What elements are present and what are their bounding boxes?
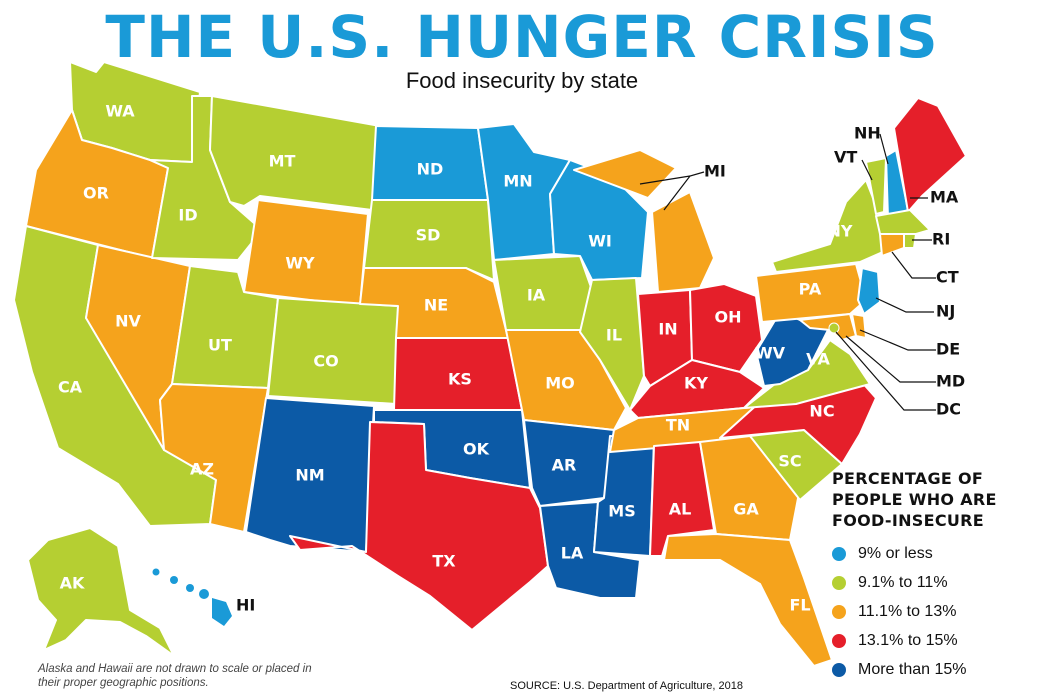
state-ma[interactable] [875, 209, 931, 235]
state-pa[interactable] [755, 263, 867, 323]
legend-item: More than 15% [832, 655, 1042, 684]
state-hi[interactable] [152, 568, 233, 627]
state-label-nh: NH [854, 124, 881, 143]
legend-item: 9.1% to 11% [832, 568, 1042, 597]
state-label-ga: GA [733, 500, 759, 519]
state-label-al: AL [669, 500, 692, 519]
state-label-vt: VT [834, 148, 857, 167]
state-label-nd: ND [417, 160, 444, 179]
state-label-nv: NV [115, 312, 141, 331]
state-label-co: CO [313, 352, 338, 371]
legend: PERCENTAGE OF PEOPLE WHO ARE FOOD-INSECU… [832, 468, 1042, 684]
state-label-ne: NE [424, 296, 448, 315]
state-vt[interactable] [865, 157, 887, 215]
legend-label: 9% or less [858, 544, 933, 562]
state-label-wy: WY [285, 254, 315, 273]
state-label-nc: NC [809, 402, 834, 421]
state-label-oh: OH [715, 308, 742, 327]
state-label-ny: NY [828, 222, 853, 241]
state-label-tn: TN [666, 416, 690, 435]
state-ri[interactable] [903, 233, 917, 249]
state-label-pa: PA [799, 280, 822, 299]
legend-swatch [832, 575, 846, 590]
state-label-ri: RI [932, 230, 950, 249]
state-label-hi: HI [236, 596, 255, 615]
state-md[interactable] [799, 313, 857, 341]
legend-title: PERCENTAGE OF PEOPLE WHO ARE FOOD-INSECU… [832, 468, 1042, 531]
state-label-or: OR [83, 184, 109, 203]
page-subtitle: Food insecurity by state [405, 68, 639, 93]
state-mi[interactable] [573, 149, 715, 293]
legend-label: 11.1% to 13% [858, 602, 957, 620]
state-label-ar: AR [552, 456, 577, 475]
state-label-sc: SC [778, 452, 801, 471]
state-oh[interactable] [689, 283, 763, 373]
state-label-ma: MA [930, 188, 959, 207]
state-label-wi: WI [588, 232, 612, 251]
state-label-dc: DC [936, 400, 961, 419]
footnote: Alaska and Hawaii are not drawn to scale… [38, 663, 312, 689]
state-nm[interactable] [245, 397, 375, 553]
state-label-md: MD [936, 372, 965, 391]
legend-label: More than 15% [858, 660, 967, 678]
legend-label: 9.1% to 11% [858, 573, 948, 591]
state-label-ut: UT [208, 336, 232, 355]
state-label-ca: CA [58, 378, 83, 397]
state-label-wa: WA [105, 102, 135, 121]
state-ct[interactable] [879, 233, 905, 257]
state-label-va: VA [806, 350, 830, 369]
state-label-nm: NM [295, 466, 324, 485]
state-nj[interactable] [857, 267, 881, 315]
state-wi[interactable] [549, 159, 649, 281]
legend-item: 9% or less [832, 539, 1042, 568]
legend-title-line: PEOPLE WHO ARE [832, 490, 997, 509]
legend-item: 13.1% to 15% [832, 626, 1042, 655]
state-dc[interactable] [828, 322, 840, 334]
state-label-fl: FL [789, 596, 810, 615]
state-label-az: AZ [190, 460, 214, 479]
state-label-ct: CT [936, 268, 959, 287]
state-label-la: LA [561, 544, 584, 563]
state-label-id: ID [178, 206, 197, 225]
state-tx[interactable] [289, 421, 549, 631]
page-title: THE U.S. HUNGER CRISIS [105, 3, 939, 71]
state-label-sd: SD [416, 226, 441, 245]
legend-title-line: FOOD-INSECURE [832, 511, 985, 530]
state-label-il: IL [606, 326, 622, 345]
state-label-ky: KY [684, 374, 708, 393]
state-fl[interactable] [663, 533, 833, 667]
legend-swatch [832, 546, 846, 561]
state-label-mo: MO [545, 374, 575, 393]
legend-swatch [832, 662, 846, 677]
state-label-wv: WV [755, 344, 786, 363]
state-ak[interactable] [27, 527, 175, 657]
state-label-ia: IA [527, 286, 546, 305]
legend-title-line: PERCENTAGE OF [832, 469, 984, 488]
state-label-mt: MT [269, 152, 296, 171]
source-note: SOURCE: U.S. Department of Agriculture, … [510, 680, 743, 692]
leader-lines [639, 133, 936, 411]
legend-swatch [832, 633, 846, 648]
legend-item: 11.1% to 13% [832, 597, 1042, 626]
state-label-ak: AK [60, 574, 85, 593]
state-label-ks: KS [448, 370, 472, 389]
state-label-de: DE [936, 340, 960, 359]
legend-swatch [832, 604, 846, 619]
state-label-mn: MN [503, 172, 532, 191]
state-label-ms: MS [608, 502, 635, 521]
state-label-tx: TX [432, 552, 456, 571]
state-label-nj: NJ [936, 302, 955, 321]
state-label-ok: OK [463, 440, 490, 459]
state-ar[interactable] [523, 419, 615, 507]
state-label-in: IN [658, 320, 677, 339]
state-label-mi: MI [704, 162, 726, 181]
legend-label: 13.1% to 15% [858, 631, 958, 649]
